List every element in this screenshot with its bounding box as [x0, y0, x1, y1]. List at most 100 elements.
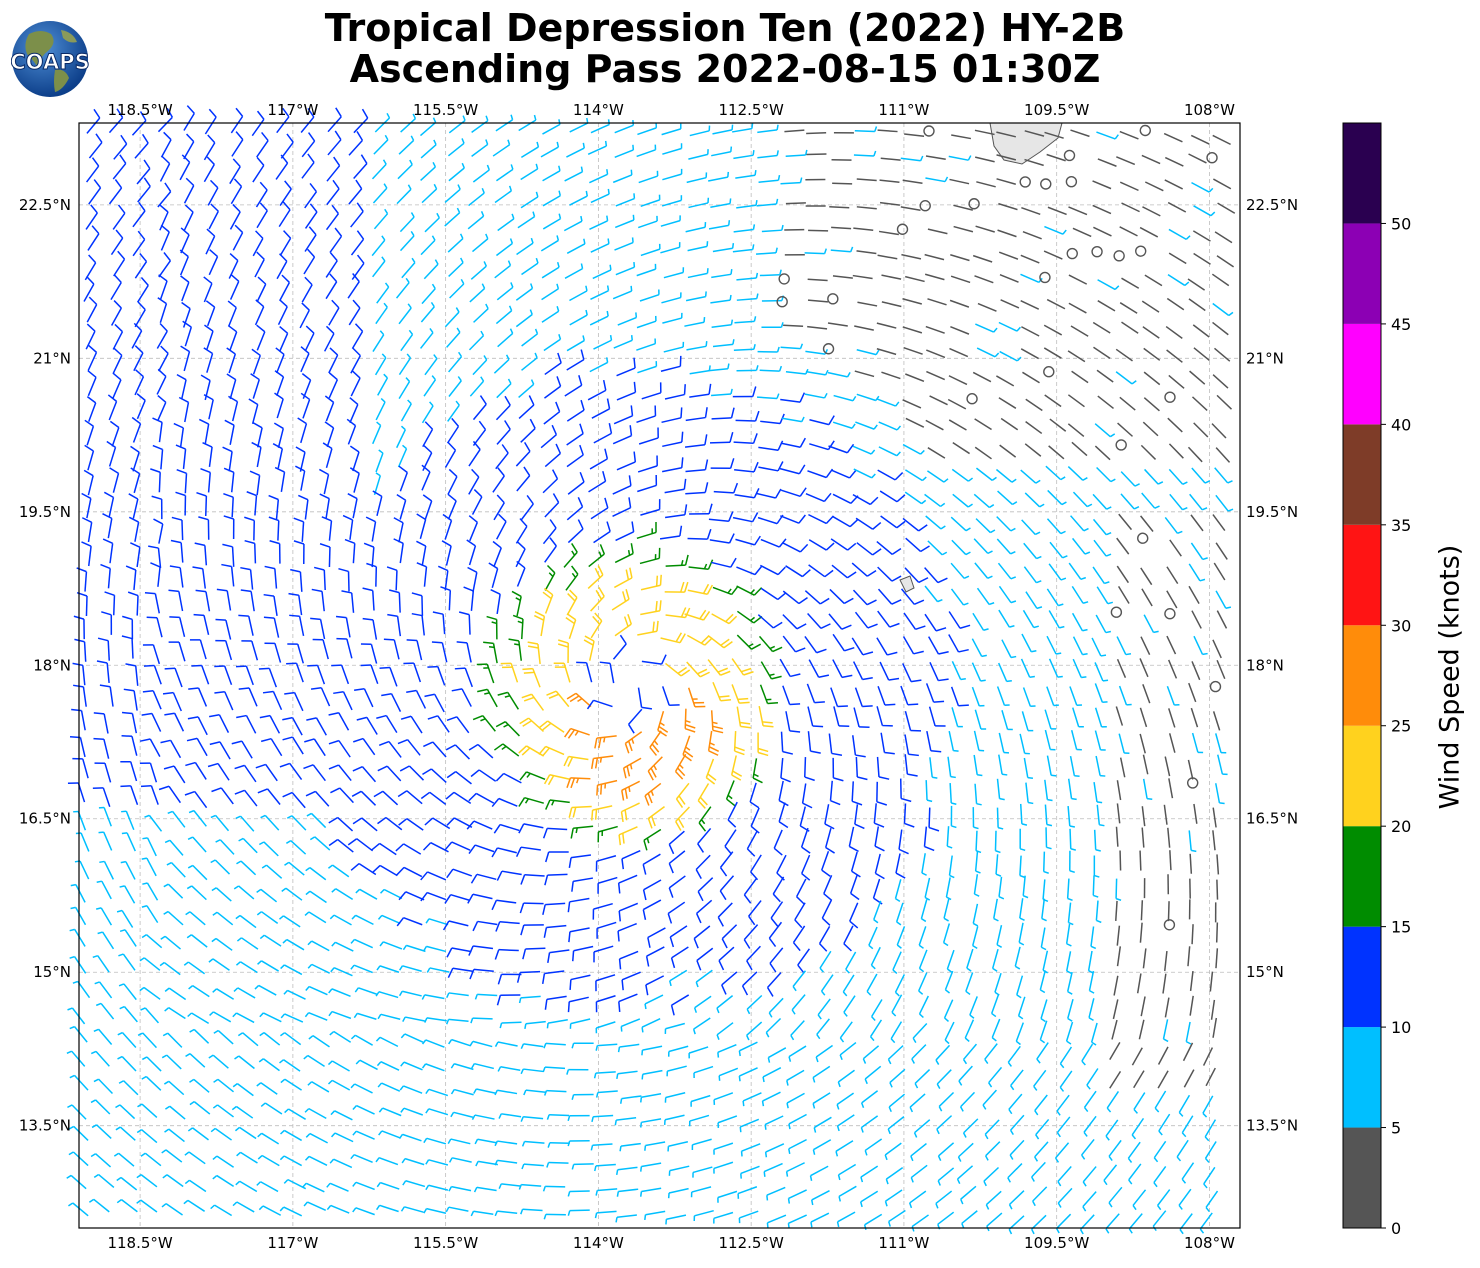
wind-barb — [142, 838, 156, 856]
wind-barb — [373, 184, 386, 203]
wind-barb — [328, 1061, 349, 1071]
wind-barb — [903, 445, 924, 455]
wind-barb — [399, 304, 411, 324]
wind-barb — [1215, 232, 1232, 243]
wind-barb — [905, 711, 921, 731]
wind-barb — [153, 519, 162, 543]
wind-barb — [665, 504, 686, 517]
wind-barb — [616, 193, 635, 206]
wind-barb — [637, 361, 656, 373]
wind-barb — [965, 1020, 973, 1042]
wind-barb — [829, 207, 849, 208]
wind-barb — [306, 204, 317, 229]
wind-barb — [761, 685, 778, 704]
wind-barb — [306, 718, 326, 735]
wind-barb — [898, 224, 908, 234]
wind-barb — [384, 639, 399, 659]
wind-barb — [761, 662, 781, 679]
wind-barb — [401, 231, 414, 250]
wind-barb — [341, 591, 353, 613]
wind-barb — [975, 447, 991, 459]
wind-barb — [402, 258, 415, 278]
wind-barb — [403, 1181, 425, 1187]
wind-barb — [789, 1114, 807, 1129]
wind-barb — [235, 790, 257, 806]
wind-barb — [809, 540, 834, 550]
wind-barb — [830, 781, 840, 805]
wind-barb — [546, 800, 570, 810]
wind-barb — [377, 1062, 399, 1070]
wind-barb — [497, 995, 520, 1005]
wind-barb — [145, 593, 159, 614]
wind-barb — [184, 106, 194, 131]
wind-barb — [276, 348, 284, 373]
wind-barb — [447, 1019, 469, 1024]
wind-barb — [1165, 609, 1175, 619]
wind-barb — [448, 968, 472, 977]
colorbar-bin — [1343, 525, 1381, 625]
wind-barb — [496, 306, 511, 324]
wind-barb — [690, 1115, 709, 1126]
wind-barb — [100, 685, 113, 706]
lat-tick-label-left: 13.5°N — [19, 1117, 71, 1135]
wind-barb — [567, 497, 582, 520]
wind-barb — [1110, 1071, 1121, 1088]
wind-barb — [1068, 351, 1085, 362]
wind-barb — [1212, 1000, 1215, 1020]
wind-barb — [213, 989, 234, 999]
wind-barb — [451, 1064, 473, 1070]
wind-barb — [975, 563, 993, 578]
wind-barb — [741, 1166, 760, 1178]
wind-barb — [936, 1045, 950, 1064]
wind-barb — [833, 422, 855, 428]
wind-barb — [280, 763, 302, 779]
wind-barb — [925, 274, 944, 279]
wind-barb — [840, 1022, 852, 1042]
wind-barb — [447, 717, 469, 733]
wind-barb — [541, 235, 558, 250]
wind-barb — [521, 875, 545, 885]
wind-barb — [811, 1166, 829, 1181]
wind-barb — [593, 265, 611, 279]
wind-barb — [468, 894, 493, 903]
wind-barb — [153, 446, 163, 470]
wind-barb — [999, 877, 1004, 899]
wind-barb — [780, 659, 800, 676]
wind-barb — [99, 861, 113, 879]
wind-barb — [302, 277, 312, 302]
wind-barb — [825, 804, 834, 828]
wind-barb — [1095, 683, 1107, 702]
wind-barb — [1047, 756, 1056, 776]
wind-barb — [314, 567, 325, 590]
wind-barb — [470, 1041, 492, 1046]
wind-barb — [258, 961, 279, 971]
wind-barb — [1139, 1020, 1143, 1039]
wind-barb — [1194, 804, 1197, 824]
wind-barb — [516, 310, 532, 327]
wind-barb — [1044, 251, 1062, 259]
wind-barb — [808, 279, 828, 280]
wind-barb — [308, 1082, 329, 1092]
wind-barb — [999, 252, 1018, 259]
wind-barb — [591, 239, 609, 253]
wind-barb — [294, 541, 304, 564]
wind-barb — [780, 465, 805, 474]
wind-barb — [863, 1046, 878, 1064]
wind-barb — [542, 119, 559, 134]
wind-barb — [777, 855, 786, 880]
colorbar-bin — [1343, 223, 1381, 323]
wind-barb — [959, 1143, 974, 1161]
wind-barb — [973, 256, 992, 262]
wind-barb — [109, 179, 121, 203]
wind-barb — [449, 1040, 471, 1046]
wind-barb — [798, 949, 810, 974]
wind-barb — [257, 182, 268, 207]
wind-barb — [952, 661, 965, 679]
wind-barb — [1206, 1191, 1217, 1211]
wind-barb — [204, 348, 213, 373]
wind-barb — [1015, 947, 1020, 969]
wind-barb — [494, 744, 518, 756]
wind-barb — [927, 299, 946, 305]
wind-barb — [204, 157, 214, 182]
wind-barb — [1008, 1164, 1022, 1183]
